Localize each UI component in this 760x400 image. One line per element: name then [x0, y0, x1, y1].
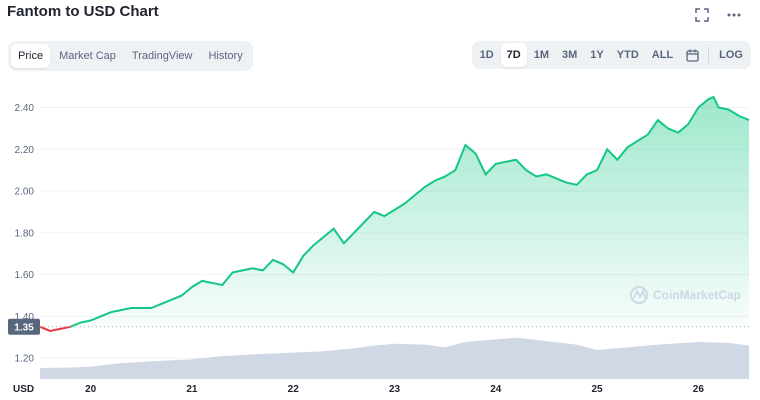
range-7d[interactable]: 7D: [500, 43, 527, 67]
currency-label: USD: [13, 384, 34, 395]
price-line-down: [39, 325, 71, 333]
y-tick-label: 1.80: [15, 228, 35, 239]
range-divider: [708, 47, 710, 63]
chart-title: Fantom to USD Chart: [7, 3, 159, 20]
tab-price[interactable]: Price: [11, 44, 51, 68]
fullscreen-icon[interactable]: [694, 8, 710, 24]
y-tick-label: 2.20: [15, 145, 35, 156]
x-tick-label: 20: [85, 384, 97, 395]
price-line-up: [70, 95, 750, 328]
y-tick-label: 1.20: [15, 354, 35, 365]
x-tick-label: 23: [389, 384, 401, 395]
range-all[interactable]: ALL: [651, 49, 674, 61]
price-area: [70, 97, 749, 327]
x-tick-label: 21: [186, 384, 198, 395]
range-1d[interactable]: 1D: [479, 49, 494, 61]
x-tick-label: 25: [592, 384, 604, 395]
watermark-text: CoinMarketCap: [653, 288, 741, 302]
tab-market-cap[interactable]: Market Cap: [59, 50, 116, 62]
coinmarketcap-watermark: CoinMarketCap: [630, 286, 741, 304]
tab-tradingview[interactable]: TradingView: [131, 50, 193, 62]
x-tick-label: 26: [693, 384, 705, 395]
y-tick-label: 2.00: [15, 187, 35, 198]
volume-area: [40, 337, 749, 379]
current-price-label: 1.35: [14, 322, 34, 333]
x-tick-label: 22: [288, 384, 300, 395]
range-1m[interactable]: 1M: [533, 49, 550, 61]
tab-history[interactable]: History: [208, 50, 243, 62]
range-ytd[interactable]: YTD: [616, 49, 639, 61]
y-tick-label: 1.60: [15, 270, 35, 281]
log-toggle[interactable]: LOG: [719, 49, 743, 61]
y-tick-label: 2.40: [15, 103, 35, 114]
calendar-icon[interactable]: [680, 43, 704, 67]
x-tick-label: 24: [490, 384, 502, 395]
y-tick-label: 1.40: [15, 312, 35, 323]
time-range-selector: 1D 7D 1M 3M 1Y YTD ALL LOG: [471, 41, 751, 69]
chart-type-tabs: Price Market Cap TradingView History: [8, 41, 253, 71]
current-price-badge: [8, 318, 40, 335]
more-icon[interactable]: [726, 8, 742, 24]
range-1y[interactable]: 1Y: [590, 49, 604, 61]
range-3m[interactable]: 3M: [562, 49, 578, 61]
